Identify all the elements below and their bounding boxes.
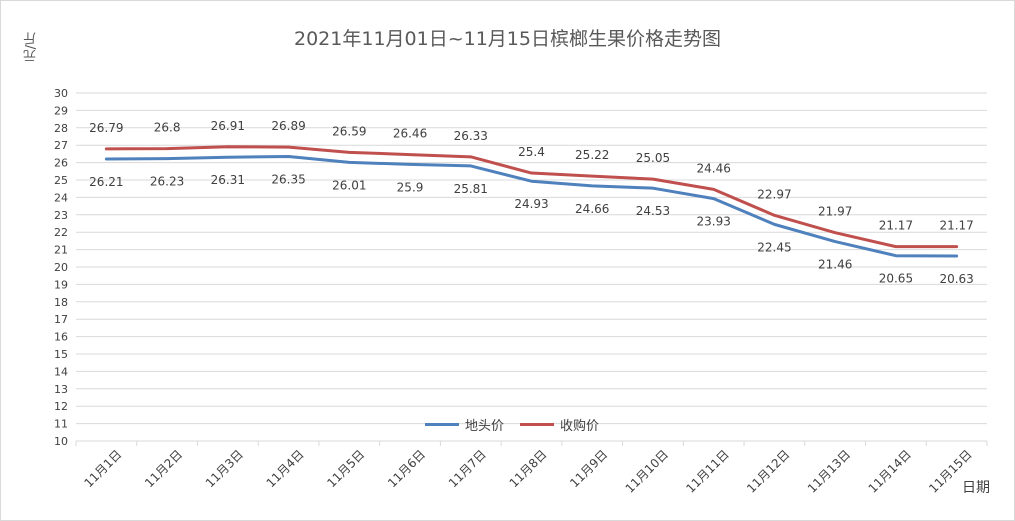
x-tick-label: 11月14日 bbox=[866, 447, 914, 495]
y-tick-label: 13 bbox=[54, 383, 68, 396]
legend-item-0: 地头价 bbox=[425, 415, 504, 434]
data-label: 21.46 bbox=[818, 258, 852, 272]
x-tick-label: 11月1日 bbox=[81, 447, 124, 490]
y-tick-label: 23 bbox=[54, 209, 68, 222]
y-tick-label: 15 bbox=[54, 348, 68, 361]
y-tick-label: 25 bbox=[54, 174, 68, 187]
data-label: 26.31 bbox=[211, 173, 245, 187]
legend-label-1: 收购价 bbox=[560, 419, 600, 434]
y-tick-label: 17 bbox=[54, 313, 68, 326]
y-tick-label: 27 bbox=[54, 139, 68, 152]
data-label: 26.59 bbox=[332, 124, 366, 138]
legend-item-1: 收购价 bbox=[520, 415, 599, 434]
data-label: 24.93 bbox=[514, 197, 548, 211]
y-tick-label: 24 bbox=[54, 191, 68, 204]
data-label: 25.05 bbox=[636, 151, 670, 165]
x-tick-label: 11月11日 bbox=[683, 447, 731, 495]
data-label: 26.33 bbox=[454, 129, 488, 143]
x-tick-label: 11月2日 bbox=[142, 447, 185, 490]
legend-label-0: 地头价 bbox=[465, 419, 505, 434]
data-label: 22.45 bbox=[757, 240, 791, 254]
data-label: 24.46 bbox=[697, 161, 731, 175]
data-label: 26.8 bbox=[154, 121, 181, 135]
data-label: 20.63 bbox=[939, 272, 973, 286]
x-tick-label: 11月7日 bbox=[446, 447, 489, 490]
data-label: 25.81 bbox=[454, 182, 488, 196]
y-tick-label: 18 bbox=[54, 296, 68, 309]
data-label: 23.93 bbox=[697, 215, 731, 229]
x-tick-label: 11月12日 bbox=[744, 447, 792, 495]
data-label: 26.46 bbox=[393, 127, 427, 141]
y-tick-label: 28 bbox=[54, 122, 68, 135]
x-tick-label: 11月4日 bbox=[264, 447, 307, 490]
y-tick-label: 19 bbox=[54, 278, 68, 291]
legend: 地头价 收购价 bbox=[425, 415, 599, 434]
y-tick-label: 22 bbox=[54, 226, 68, 239]
series-line-1 bbox=[104, 145, 959, 249]
data-label: 26.01 bbox=[332, 178, 366, 192]
data-label: 21.97 bbox=[818, 205, 852, 219]
data-label: 22.97 bbox=[757, 187, 791, 201]
x-tick-label: 11月8日 bbox=[507, 447, 550, 490]
x-tick-label: 11月9日 bbox=[567, 447, 610, 490]
x-tick-label: 11月6日 bbox=[385, 447, 428, 490]
data-label: 26.79 bbox=[89, 121, 123, 135]
series-line-0 bbox=[104, 155, 959, 258]
y-tick-label: 29 bbox=[54, 104, 68, 117]
x-axis-label: 日期 bbox=[962, 480, 990, 496]
x-tick-label: 11月13日 bbox=[805, 447, 853, 495]
data-label: 26.23 bbox=[150, 175, 184, 189]
x-tick-label: 11月15日 bbox=[926, 447, 974, 495]
x-tick-label: 11月10日 bbox=[623, 447, 671, 495]
x-tick-label: 11月5日 bbox=[324, 447, 367, 490]
data-label: 25.4 bbox=[518, 145, 545, 159]
data-label: 21.17 bbox=[939, 219, 973, 233]
chart-title: 2021年11月01日~11月15日槟榔生果价格走势图 bbox=[294, 28, 721, 50]
y-tick-label: 12 bbox=[54, 400, 68, 413]
y-tick-label: 16 bbox=[54, 331, 68, 344]
data-label: 26.89 bbox=[271, 119, 305, 133]
data-label: 26.21 bbox=[89, 175, 123, 189]
data-label: 21.17 bbox=[879, 219, 913, 233]
x-tick-label: 11月3日 bbox=[203, 447, 246, 490]
data-label: 26.35 bbox=[271, 173, 305, 187]
legend-swatch-0 bbox=[425, 423, 459, 426]
data-label: 24.53 bbox=[636, 204, 670, 218]
legend-swatch-1 bbox=[520, 423, 555, 426]
data-label: 25.22 bbox=[575, 148, 609, 162]
y-tick-label: 11 bbox=[54, 418, 68, 431]
y-tick-label: 21 bbox=[54, 244, 68, 257]
y-tick-label: 26 bbox=[54, 157, 68, 170]
data-label: 24.66 bbox=[575, 202, 609, 216]
y-tick-label: 14 bbox=[54, 365, 68, 378]
y-tick-label: 20 bbox=[54, 261, 68, 274]
data-label: 25.9 bbox=[397, 180, 424, 194]
data-label: 20.65 bbox=[879, 272, 913, 286]
data-label: 26.91 bbox=[211, 119, 245, 133]
y-tick-label: 30 bbox=[54, 87, 68, 100]
y-tick-label: 10 bbox=[54, 435, 68, 448]
